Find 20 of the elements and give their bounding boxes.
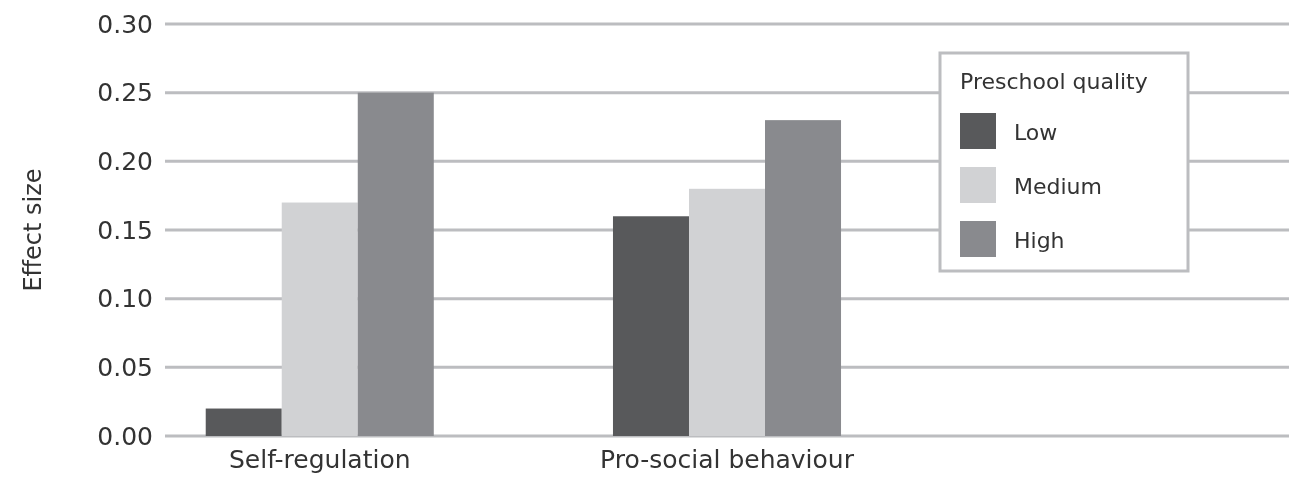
bar [765,120,842,436]
legend-label: Medium [1014,174,1102,199]
bar [612,216,689,436]
y-tick-label: 0.25 [97,78,153,108]
bar [205,408,282,436]
y-tick-label: 0.20 [97,146,153,176]
x-tick-label: Pro-social behaviour [600,444,855,474]
legend-label: Low [1014,120,1058,145]
y-tick-label: 0.00 [97,421,153,451]
legend-title: Preschool quality [960,69,1148,94]
bar [281,202,358,436]
x-tick-label: Self-regulation [228,444,411,474]
bar [688,188,766,436]
y-tick-label: 0.30 [97,9,153,39]
bar [357,92,434,436]
y-tick-label: 0.05 [97,352,153,382]
legend-label: High [1014,228,1065,253]
y-axis-title: Effect size [19,168,47,292]
y-tick-label: 0.10 [97,284,153,314]
y-tick-label: 0.15 [97,215,153,245]
